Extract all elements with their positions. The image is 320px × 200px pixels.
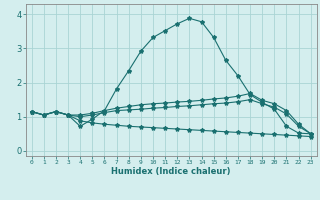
X-axis label: Humidex (Indice chaleur): Humidex (Indice chaleur) <box>111 167 231 176</box>
